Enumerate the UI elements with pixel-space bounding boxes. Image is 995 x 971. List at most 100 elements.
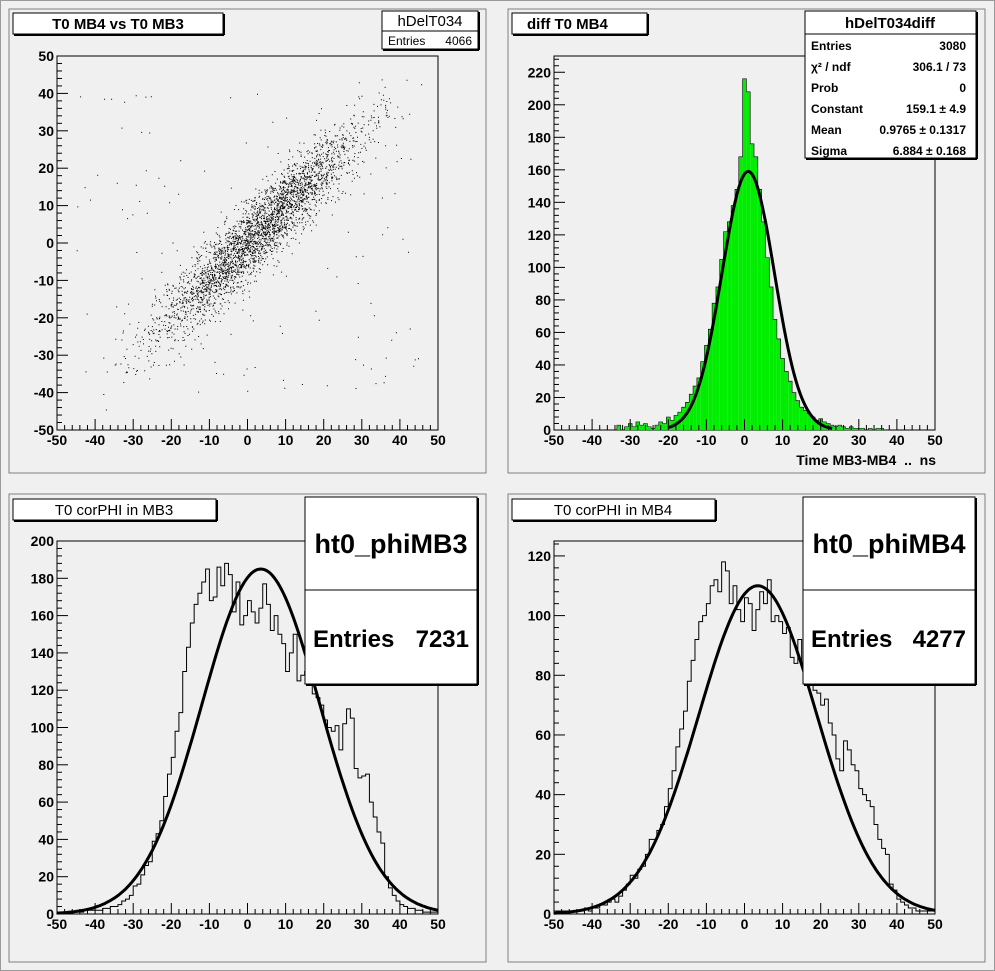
histogram-bar <box>875 428 880 430</box>
y-tick-label: -50 <box>34 422 54 438</box>
x-tick-label: -20 <box>161 916 181 932</box>
histogram-bar <box>776 338 781 430</box>
stats-row-value: 3080 <box>939 39 966 53</box>
histogram-bar <box>868 428 873 430</box>
histogram-bar <box>708 329 713 430</box>
x-tick-label: -20 <box>658 432 678 448</box>
x-tick-label: -10 <box>696 432 716 448</box>
x-tick-label: -40 <box>582 432 602 448</box>
axes: -50 -40 -30 -20 -10 0 10 20 30 40 50 0 20 40 60 80 100 12… <box>528 58 943 448</box>
histogram-bar <box>788 381 793 430</box>
y-tick-label: 80 <box>535 667 551 683</box>
histogram-bar <box>647 426 652 430</box>
x-tick-label: -30 <box>123 916 143 932</box>
y-tick-label: 60 <box>535 727 551 743</box>
x-tick-label: 20 <box>813 432 829 448</box>
histogram-bar <box>654 425 659 430</box>
x-tick-label: 40 <box>392 432 408 448</box>
y-tick-label: 100 <box>31 720 55 736</box>
gaussian-fit-curve <box>553 584 936 915</box>
x-tick-label: -30 <box>620 916 640 932</box>
histogram-bar <box>704 345 709 430</box>
y-tick-label: 20 <box>38 160 54 176</box>
x-tick-label: 10 <box>775 432 791 448</box>
stats-row-label: Sigma <box>811 144 847 158</box>
y-tick-label: 140 <box>528 194 552 210</box>
x-tick-label: -50 <box>47 916 67 932</box>
histogram-bar <box>693 386 697 430</box>
histogram-bar <box>616 425 621 430</box>
x-tick-label: 20 <box>316 432 332 448</box>
axes: -50 -40 -30 -20 -10 0 10 20 30 40 50 0 20 40 60 80 100 12… <box>31 533 446 932</box>
y-tick-label: 40 <box>535 357 551 373</box>
histogram-bar <box>853 428 857 430</box>
stats-row-label: Entries <box>811 39 852 53</box>
x-tick-label: -10 <box>199 916 219 932</box>
histogram-bar <box>792 392 796 430</box>
histogram-bar <box>689 394 694 430</box>
stats-row-value: 0.9765 ± 0.1317 <box>879 123 966 137</box>
y-tick-label: 60 <box>38 794 54 810</box>
x-tick-label: 50 <box>927 432 943 448</box>
histogram-bar <box>727 221 732 430</box>
x-tick-label: 0 <box>741 916 749 932</box>
stats-entries-label: Entries <box>313 626 394 653</box>
x-tick-label: 30 <box>354 916 370 932</box>
stats-name: hDelT034diff <box>845 15 936 32</box>
histogram-bar <box>807 413 812 430</box>
y-tick-label: 120 <box>528 548 552 564</box>
stats-box <box>381 10 479 50</box>
stats-name: hDelT034 <box>397 13 462 30</box>
x-axis-label: Time MB3-MB4 .. ns <box>796 452 936 468</box>
histogram-bar <box>769 286 774 430</box>
plot-title: diff T0 MB4 <box>527 16 608 33</box>
y-tick-label: 60 <box>535 324 551 340</box>
y-tick-label: 10 <box>38 198 54 214</box>
histogram-bar <box>715 286 720 430</box>
y-tick-label: -30 <box>34 347 54 363</box>
pad-mb4: -50 -40 -30 -20 -10 0 10 20 30 40 50 0 20 40 60 80 100 12… <box>507 493 986 963</box>
y-tick-label: 200 <box>528 97 552 113</box>
y-tick-label: 200 <box>31 533 55 549</box>
stats-rows: Entries 3080 χ² / ndf 306.1 / 73 Prob 0 Consta… <box>811 39 966 158</box>
histogram-bar <box>746 91 751 430</box>
y-tick-label: -40 <box>34 385 54 401</box>
histogram-bar <box>795 400 800 430</box>
pad-diff: -50 -40 -30 -20 -10 0 10 20 30 40 50 0 20 40 60 80 100 12… <box>507 8 986 474</box>
y-tick-label: 40 <box>535 787 551 803</box>
histogram-bar <box>734 189 739 430</box>
axes: -50 -40 -30 -20 -10 0 10 20 30 40 50 -50 -40 -30 -20 -1… <box>34 48 446 448</box>
histogram-outline <box>57 562 438 913</box>
plot-title: T0 corPHI in MB3 <box>55 502 173 519</box>
stats-name: ht0_phiMB4 <box>812 529 965 559</box>
y-tick-label: 20 <box>535 846 551 862</box>
stats-entries-value: 4277 <box>913 626 966 653</box>
y-tick-label: 40 <box>38 85 54 101</box>
x-tick-label: 40 <box>392 916 408 932</box>
x-tick-label: 0 <box>741 432 749 448</box>
x-tick-label: -40 <box>85 432 105 448</box>
histogram-bar <box>803 410 808 430</box>
histogram-bar <box>696 377 701 430</box>
y-tick-label: 0 <box>46 906 54 922</box>
y-tick-label: 20 <box>38 869 54 885</box>
y-tick-label: 0 <box>543 422 551 438</box>
histogram-bar <box>723 231 728 430</box>
x-tick-label: -40 <box>582 916 602 932</box>
stats-row-value: 0 <box>959 81 966 95</box>
histogram-bar <box>765 257 770 430</box>
x-tick-label: 0 <box>244 916 252 932</box>
y-tick-label: 0 <box>46 235 54 251</box>
x-tick-label: -10 <box>199 432 219 448</box>
x-tick-label: 10 <box>278 432 294 448</box>
stats-name: ht0_phiMB3 <box>314 529 467 559</box>
histogram-bar <box>639 425 644 430</box>
stats-row-value: 6.884 ± 0.168 <box>893 144 967 158</box>
x-tick-label: -20 <box>161 432 181 448</box>
y-tick-label: -20 <box>34 310 54 326</box>
x-tick-label: 50 <box>430 916 446 932</box>
histogram-bar <box>845 428 850 430</box>
y-tick-label: 140 <box>31 645 55 661</box>
x-tick-label: 50 <box>927 916 943 932</box>
x-tick-label: 20 <box>316 916 332 932</box>
